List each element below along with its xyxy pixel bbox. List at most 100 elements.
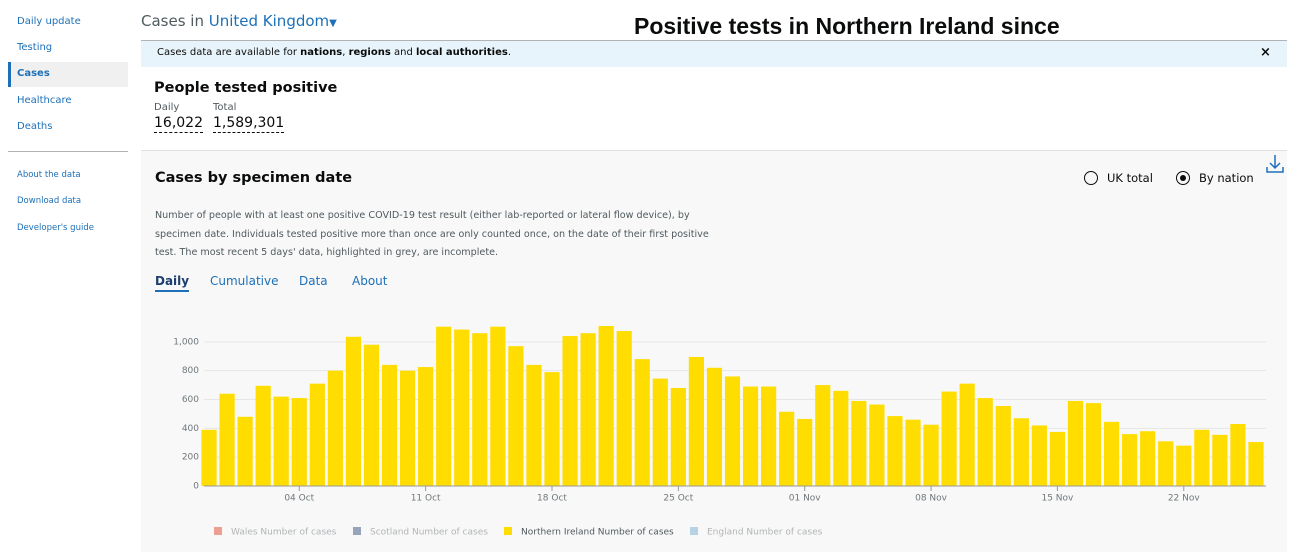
bar (959, 383, 975, 486)
banner-close[interactable]: × (1260, 45, 1271, 60)
x-tick-label: 22 Nov (1168, 494, 1201, 504)
download-icon[interactable] (1264, 153, 1286, 175)
bar (1013, 418, 1029, 486)
bar (887, 416, 903, 486)
bar (309, 383, 325, 486)
bar (508, 346, 524, 486)
bar (797, 418, 813, 486)
bar (598, 325, 614, 486)
tab[interactable]: Data (299, 274, 328, 288)
nav-item[interactable]: Testing (17, 42, 53, 53)
radio-button[interactable] (1084, 171, 1098, 185)
bar (1049, 431, 1065, 486)
radio-label[interactable]: UK total (1107, 171, 1153, 185)
nav-item[interactable]: Healthcare (17, 95, 72, 106)
area-header: Cases in United Kingdom▼ (141, 12, 337, 30)
bar (670, 387, 686, 486)
bar (1212, 434, 1228, 486)
tab[interactable]: Cumulative (210, 274, 279, 288)
bar (1158, 441, 1174, 486)
bar (436, 326, 452, 486)
tab[interactable]: Daily (155, 274, 190, 292)
bar (977, 398, 993, 486)
tab[interactable]: About (352, 274, 388, 288)
active-nav-bg (8, 62, 128, 87)
bar (454, 329, 470, 486)
bar (1194, 429, 1210, 486)
dropdown-arrow[interactable]: ▼ (329, 18, 337, 29)
nav-item[interactable]: Cases (17, 68, 50, 79)
legend-label[interactable]: England Number of cases (707, 528, 823, 538)
nav-link[interactable]: Download data (17, 196, 82, 206)
radio-label[interactable]: By nation (1199, 171, 1254, 185)
bar (1176, 445, 1192, 486)
y-tick-label: 400 (182, 424, 199, 434)
banner-link: regions (348, 47, 391, 58)
overlay-title: Positive tests in Northern Ireland since (634, 13, 1060, 39)
card-title: Cases by specimen date (155, 170, 353, 186)
legend-label[interactable]: Wales Number of cases (231, 528, 337, 538)
bar (1031, 425, 1047, 486)
legend-swatch (504, 527, 512, 535)
nav-item[interactable]: Daily update (17, 16, 81, 27)
bar (706, 367, 723, 486)
bar (1140, 431, 1156, 486)
bar (1067, 400, 1084, 486)
bar (815, 385, 831, 486)
radio-button[interactable] (1176, 171, 1190, 185)
header-prefix: Cases in (141, 12, 204, 30)
bar (742, 386, 759, 486)
legend-swatch (353, 527, 361, 535)
bar (219, 393, 235, 486)
y-tick-label: 800 (182, 366, 199, 376)
bar (905, 419, 921, 486)
x-tick-label: 01 Nov (789, 494, 822, 504)
nav-item[interactable]: Deaths (17, 121, 53, 132)
download-glyph (1266, 155, 1284, 173)
x-tick-label: 15 Nov (1041, 494, 1074, 504)
bar (291, 398, 307, 486)
bar (345, 336, 362, 486)
radio-dot (1180, 175, 1186, 181)
nav-link[interactable]: Developer's guide (17, 223, 94, 233)
area-selector[interactable]: United Kingdom (208, 12, 330, 30)
summary-title: People tested positive (154, 80, 338, 96)
bar (995, 405, 1011, 486)
x-tick-label: 04 Oct (284, 494, 314, 504)
bar (526, 364, 542, 486)
bar (544, 372, 560, 486)
bar (1230, 424, 1246, 486)
banner-text-part: . (507, 47, 511, 58)
divider (8, 151, 128, 152)
card-description: Number of people with at least one posit… (155, 210, 709, 258)
banner-link: nations (300, 47, 343, 58)
bar (201, 429, 217, 486)
legend-label[interactable]: Northern Ireland Number of cases (521, 528, 674, 538)
x-tick-label: 25 Oct (663, 494, 693, 504)
y-tick-label: 1,000 (173, 337, 199, 347)
x-tick-label: 08 Nov (915, 494, 948, 504)
bar (1122, 434, 1138, 486)
legend-label[interactable]: Scotland Number of cases (370, 528, 488, 538)
bar (1085, 403, 1102, 486)
bar (941, 391, 957, 486)
summary-value[interactable]: 1,589,301 (213, 115, 285, 133)
summary-label: Daily (154, 102, 180, 113)
banner-text-part: Cases data are available for (157, 47, 301, 58)
legend-swatch (214, 527, 222, 535)
bar (923, 424, 939, 486)
bar (562, 336, 578, 486)
summary-value[interactable]: 16,022 (154, 115, 203, 133)
banner-text-part: and (390, 47, 416, 58)
bar (381, 364, 398, 486)
bar (400, 370, 416, 486)
bar (472, 333, 488, 486)
bar (1248, 442, 1264, 486)
nav-link[interactable]: About the data (17, 170, 81, 180)
y-tick-label: 0 (193, 482, 199, 492)
x-tick-label: 18 Oct (537, 494, 567, 504)
y-tick-label: 200 (182, 453, 199, 463)
bar (363, 344, 380, 486)
